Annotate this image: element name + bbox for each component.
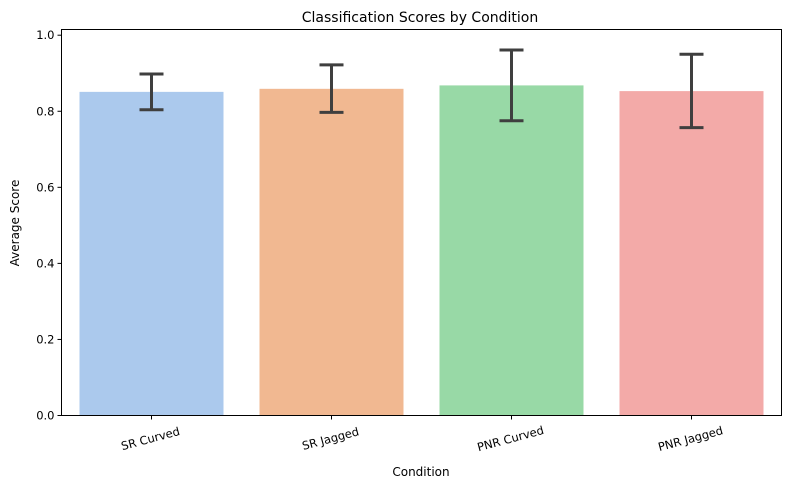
y-tick-label-5: 1.0 [36,28,54,42]
chart-title: Classification Scores by Condition [302,10,538,26]
error-bar-3 [679,52,704,130]
x-tick-label-0: SR Curved [120,424,182,453]
error-bar-2 [499,48,524,123]
error-bar-0 [139,72,164,112]
x-tick-label-2: PNR Curved [476,423,546,454]
bar-0 [79,91,224,416]
error-bars-layer [139,48,704,130]
y-tick-label-0: 0.0 [36,409,54,423]
error-bar-1 [319,63,344,114]
bar-3 [619,91,764,416]
y-tick-label-3: 0.6 [36,180,54,194]
y-axis: 0.0 0.2 0.4 0.6 0.8 1.0 [36,28,62,423]
plot-frame [61,29,782,416]
x-tick-label-3: PNR Jagged [656,423,724,454]
x-axis: SR Curved SR Jagged PNR Curved PNR Jagged [120,415,724,454]
bar-1 [259,88,404,416]
x-tick-label-1: SR Jagged [300,424,360,453]
y-axis-label: Average Score [8,180,22,267]
y-tick-label-2: 0.4 [36,256,54,270]
y-tick-label-4: 0.8 [36,104,54,118]
bars-layer [79,85,764,416]
y-tick-label-1: 0.2 [36,332,54,346]
x-axis-label: Condition [392,465,449,479]
bar-2 [439,85,584,416]
